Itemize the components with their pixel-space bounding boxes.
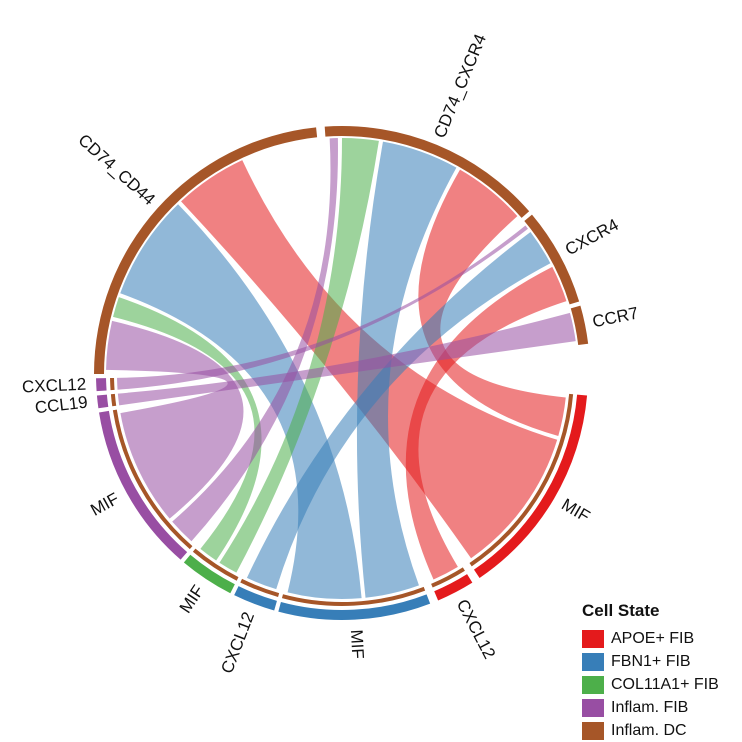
legend-title: Cell State [582, 601, 660, 620]
segment-target-ring-inflam-fib-cxcl12 [110, 377, 115, 391]
segment-target-ring-inflam-fib-ccl19 [110, 393, 117, 407]
legend: Cell State APOE+ FIB FBN1+ FIB COL11A1+ … [582, 601, 742, 742]
legend-swatch [582, 698, 604, 717]
segment-label-inflam-dc-cd74-cd44: CD74_CD44 [74, 130, 158, 209]
segment-label-inflam-fib-ccl19: CCL19 [34, 393, 89, 418]
segment-inflam-dc-cxcr4 [524, 214, 580, 305]
segment-label-fbn1-fib-mif: MIF [347, 629, 368, 659]
segment-inflam-fib-ccl19 [96, 394, 109, 409]
segment-fbn1-fib-mif [278, 594, 431, 620]
segment-target-ring-apoe-fib-cxcl12 [431, 567, 465, 588]
legend-label: APOE+ FIB [611, 629, 695, 647]
chord-link-inflam-fib-ccl19-to-ccr7 [117, 312, 576, 406]
chord-link-inflam-fib-mif-to-cd74-cxcr4 [172, 138, 338, 542]
legend-swatch [582, 629, 604, 648]
segment-fbn1-fib-cxcl12 [234, 586, 277, 611]
legend-label: Inflam. FIB [611, 698, 689, 716]
legend-item-apoe-fib: APOE+ FIB [582, 627, 742, 650]
segment-inflam-dc-ccr7 [570, 305, 589, 345]
segment-target-ring-fbn1-fib-cxcl12 [240, 578, 280, 598]
segment-label-inflam-dc-cxcr4: CXCR4 [562, 215, 622, 259]
chord-segments [94, 126, 589, 620]
legend-item-fbn1-fib: FBN1+ FIB [582, 650, 742, 673]
chord-link-fbn1-fib-cxcl12-to-cxcr4 [246, 231, 551, 590]
chord-link-fbn1-fib-mif-to-cd74-cxcr4 [356, 141, 457, 598]
legend-label: FBN1+ FIB [611, 652, 691, 670]
segment-apoe-fib-mif [473, 394, 588, 578]
segment-inflam-fib-mif [99, 410, 188, 560]
legend-label: Inflam. DC [611, 721, 687, 739]
segment-label-inflam-dc-ccr7: CCR7 [591, 303, 640, 331]
legend-item-col11a1-fib: COL11A1+ FIB [582, 673, 742, 696]
legend-swatch [582, 652, 604, 671]
legend-item-inflam-fib: Inflam. FIB [582, 696, 742, 719]
segment-target-ring-col11a1-fib-mif [192, 548, 239, 581]
segment-label-apoe-fib-mif: MIF [558, 495, 593, 526]
segment-label-col11a1-fib-mif: MIF [176, 582, 208, 617]
segment-label-inflam-fib-cxcl12: CXCL12 [22, 375, 87, 397]
legend-label: COL11A1+ FIB [611, 675, 719, 693]
segment-inflam-dc-cd74-cxcr4 [324, 126, 530, 218]
segment-label-inflam-fib-mif: MIF [87, 489, 122, 520]
segment-label-apoe-fib-cxcl12: CXCL12 [453, 596, 500, 662]
segment-col11a1-fib-mif [183, 554, 235, 594]
chord-link-apoe-fib-mif-to-cd74-cxcr4 [418, 169, 566, 437]
segment-label-inflam-dc-cd74-cxcr4: CD74_CXCR4 [430, 31, 490, 140]
segment-target-ring-fbn1-fib-mif [281, 586, 426, 606]
legend-item-inflam-dc: Inflam. DC [582, 719, 742, 742]
chord-link-col11a1-fib-mif-to-cd74-cxcr4 [219, 138, 379, 573]
legend-swatch [582, 675, 604, 694]
segment-apoe-fib-cxcl12 [434, 574, 473, 601]
segment-inflam-fib-cxcl12 [96, 378, 107, 392]
chord-link-apoe-fib-cxcl12-to-cxcr4 [405, 266, 567, 580]
legend-swatch [582, 721, 604, 740]
segment-label-fbn1-fib-cxcl12: CXCL12 [217, 609, 258, 676]
chord-link-col11a1-fib-mif-to-cd74-cd44 [113, 297, 262, 561]
segment-inflam-dc-cd74-cd44 [94, 127, 318, 374]
chord-links [106, 138, 576, 599]
